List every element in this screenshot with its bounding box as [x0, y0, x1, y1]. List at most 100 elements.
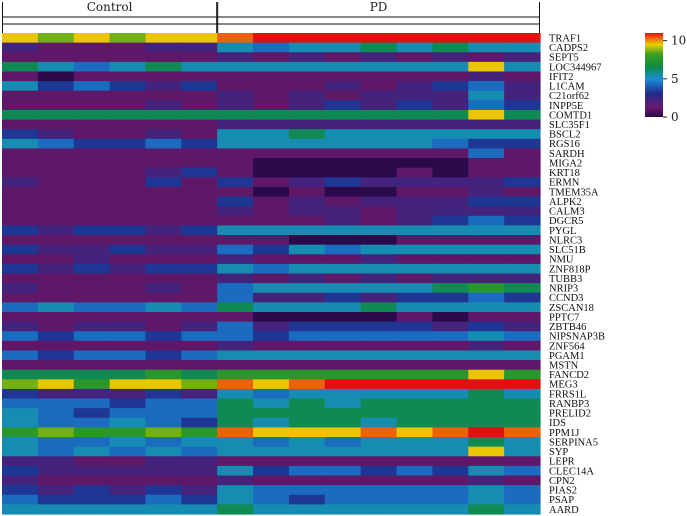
heatmap-cell [2, 465, 39, 477]
heatmap-cell [217, 504, 254, 515]
heatmap-cell [432, 196, 469, 207]
heatmap-cell [468, 437, 505, 448]
heatmap-cell [324, 379, 362, 390]
heatmap-cell [217, 138, 254, 150]
heatmap-cell [288, 504, 326, 515]
heatmap-cell [109, 273, 147, 284]
heatmap-cell [432, 100, 469, 111]
heatmap-cell [2, 321, 39, 332]
heatmap-cell [217, 33, 254, 44]
heatmap-cell [2, 360, 39, 371]
heatmap-cell [253, 437, 290, 448]
heatmap-cell [396, 254, 433, 265]
heatmap-cell [360, 42, 398, 53]
heatmap-cell [217, 42, 254, 53]
heatmap-cell [2, 446, 39, 457]
heatmap-cell [2, 340, 39, 352]
heatmap-cell [468, 254, 505, 265]
heatmap-cell [145, 235, 182, 246]
heatmap-cell [109, 61, 147, 73]
heatmap-cell [109, 456, 147, 467]
heatmap-cell [181, 148, 218, 159]
heatmap-cell [217, 148, 254, 159]
row-label: ZNF564 [549, 341, 585, 352]
heatmap-cell [396, 446, 433, 457]
row-label: MIGA2 [549, 158, 582, 169]
heatmap-cell [432, 398, 469, 409]
heatmap-cell [432, 379, 469, 390]
heatmap-cell [109, 167, 147, 178]
heatmap-cell [253, 109, 290, 121]
heatmap-cell [468, 215, 505, 226]
heatmap-cell [109, 129, 147, 140]
heatmap-cell [288, 283, 326, 294]
heatmap-cell [324, 90, 362, 101]
heatmap-cell [37, 311, 75, 323]
heatmap-cell [217, 215, 254, 226]
heatmap-cell [324, 427, 362, 438]
heatmap-cell [324, 52, 362, 63]
heatmap-cell [253, 254, 290, 265]
heatmap-cell [360, 206, 398, 217]
heatmap-cell [288, 302, 326, 313]
heatmap-cell [37, 196, 75, 207]
heatmap-cell [324, 109, 362, 121]
heatmap-cell [73, 186, 111, 198]
heatmap-cell [145, 302, 182, 313]
heatmap-cell [432, 437, 469, 448]
heatmap-cell [288, 273, 326, 284]
row-label: AARD [549, 505, 579, 516]
heatmap-cell [504, 61, 541, 73]
heatmap-cell [145, 61, 182, 73]
heatmap-cell [360, 186, 398, 198]
heatmap-cell [37, 350, 75, 361]
heatmap-cell [217, 302, 254, 313]
heatmap-cell [468, 158, 505, 169]
heatmap-cell [37, 340, 75, 352]
heatmap-cell [109, 465, 147, 477]
heatmap-cell [37, 475, 75, 486]
heatmap-cell [145, 196, 182, 207]
heatmap-cell [432, 350, 469, 361]
heatmap-cell [253, 350, 290, 361]
heatmap-cell [360, 148, 398, 159]
heatmap-cell [253, 417, 290, 429]
heatmap-cell [217, 417, 254, 429]
heatmap-cell [217, 369, 254, 380]
heatmap-cell [181, 90, 218, 101]
heatmap-cell [37, 206, 75, 217]
row-label: MEG3 [549, 380, 578, 391]
heatmap-cell [288, 33, 326, 44]
heatmap-cell [253, 321, 290, 332]
heatmap-cell [396, 311, 433, 323]
heatmap-cell [2, 456, 39, 467]
heatmap-cell [73, 311, 111, 323]
heatmap-cell [360, 446, 398, 457]
heatmap-cell [2, 138, 39, 150]
row-label: ALPK2 [549, 197, 582, 208]
heatmap-cell [468, 33, 505, 44]
heatmap-cell [288, 350, 326, 361]
heatmap-cell [324, 177, 362, 188]
heatmap-cell [73, 71, 111, 82]
heatmap-cell [73, 321, 111, 332]
heatmap-cell [217, 158, 254, 169]
heatmap-cell [109, 283, 147, 294]
heatmap-cell [2, 119, 39, 130]
heatmap-cell [181, 186, 218, 198]
heatmap-cell [109, 360, 147, 371]
heatmap-cell [73, 292, 111, 303]
heatmap-cell [181, 398, 218, 409]
heatmap-cell [253, 456, 290, 467]
heatmap-cell [217, 100, 254, 111]
heatmap-cell [181, 244, 218, 255]
heatmap-cell [145, 485, 182, 496]
row-label: SYP [549, 447, 568, 458]
heatmap-cell [73, 369, 111, 380]
heatmap-cell [2, 283, 39, 294]
heatmap-cell [217, 254, 254, 265]
heatmap-cell [109, 148, 147, 159]
heatmap-cell [468, 244, 505, 255]
heatmap-cell [145, 215, 182, 226]
